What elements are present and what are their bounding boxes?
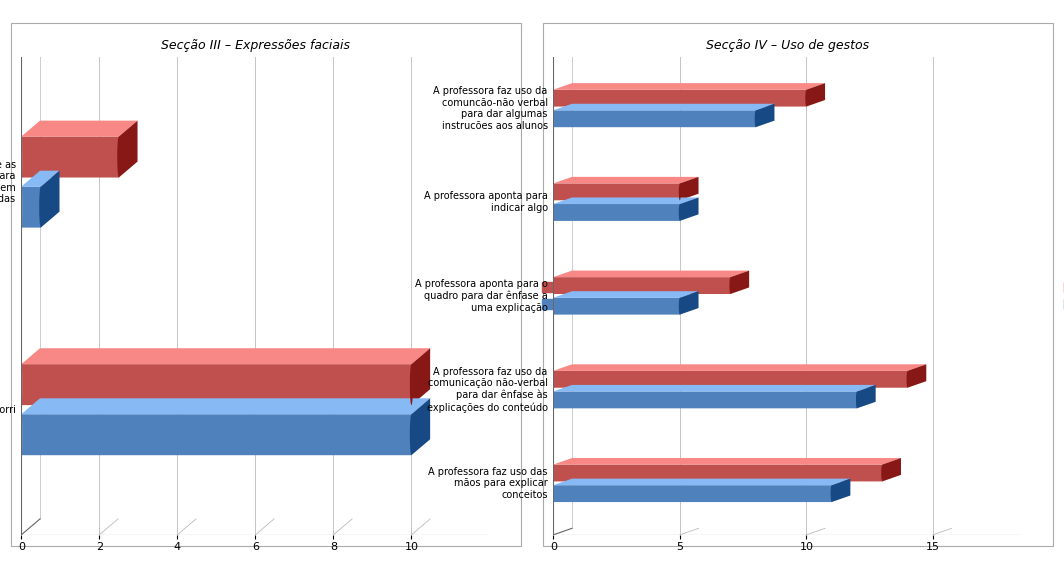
Ellipse shape — [39, 187, 43, 228]
Ellipse shape — [881, 464, 883, 481]
Polygon shape — [730, 271, 749, 294]
Ellipse shape — [831, 485, 833, 502]
FancyBboxPatch shape — [553, 371, 908, 387]
Polygon shape — [680, 197, 699, 221]
Ellipse shape — [552, 464, 554, 481]
FancyBboxPatch shape — [553, 204, 680, 221]
FancyBboxPatch shape — [553, 183, 680, 200]
Ellipse shape — [552, 277, 554, 294]
Polygon shape — [553, 479, 850, 485]
Ellipse shape — [679, 183, 681, 200]
Title: Secção III – Expressões faciais: Secção III – Expressões faciais — [161, 39, 350, 52]
Polygon shape — [882, 458, 901, 481]
Polygon shape — [755, 104, 775, 127]
Polygon shape — [21, 398, 430, 414]
Ellipse shape — [410, 414, 413, 455]
Ellipse shape — [552, 90, 554, 106]
Ellipse shape — [730, 277, 731, 294]
Ellipse shape — [855, 391, 858, 409]
FancyBboxPatch shape — [21, 137, 119, 178]
FancyBboxPatch shape — [553, 298, 680, 315]
Ellipse shape — [117, 137, 120, 178]
Ellipse shape — [907, 371, 909, 387]
FancyBboxPatch shape — [553, 391, 857, 409]
FancyBboxPatch shape — [21, 187, 40, 228]
Polygon shape — [40, 171, 60, 228]
Ellipse shape — [20, 364, 22, 405]
Ellipse shape — [410, 364, 413, 405]
Ellipse shape — [552, 183, 554, 200]
Polygon shape — [553, 364, 927, 371]
Polygon shape — [908, 364, 927, 387]
Ellipse shape — [679, 298, 681, 315]
Polygon shape — [553, 197, 699, 204]
Ellipse shape — [754, 110, 757, 127]
Polygon shape — [680, 291, 699, 315]
Polygon shape — [412, 348, 430, 405]
FancyBboxPatch shape — [553, 485, 832, 502]
FancyBboxPatch shape — [553, 464, 882, 481]
Ellipse shape — [552, 298, 554, 315]
Ellipse shape — [805, 90, 808, 106]
FancyBboxPatch shape — [553, 110, 755, 127]
Polygon shape — [553, 83, 825, 90]
FancyBboxPatch shape — [553, 277, 730, 294]
Polygon shape — [553, 271, 749, 277]
Polygon shape — [119, 121, 137, 178]
FancyBboxPatch shape — [553, 90, 807, 106]
Ellipse shape — [552, 485, 554, 502]
Polygon shape — [832, 479, 850, 502]
Polygon shape — [21, 121, 137, 137]
Polygon shape — [21, 171, 60, 187]
Ellipse shape — [552, 110, 554, 127]
Ellipse shape — [552, 391, 554, 409]
Polygon shape — [553, 385, 876, 391]
Polygon shape — [553, 291, 699, 298]
Polygon shape — [857, 385, 876, 409]
Polygon shape — [680, 177, 699, 200]
Legend: 3º PERÍODO, 2º PERÍODO: 3º PERÍODO, 2º PERÍODO — [542, 282, 631, 310]
FancyBboxPatch shape — [21, 414, 412, 455]
Ellipse shape — [20, 414, 22, 455]
Polygon shape — [553, 177, 699, 183]
Ellipse shape — [552, 371, 554, 387]
Polygon shape — [807, 83, 825, 106]
Title: Secção IV – Uso de gestos: Secção IV – Uso de gestos — [705, 39, 869, 52]
Ellipse shape — [552, 204, 554, 221]
Polygon shape — [553, 104, 775, 110]
Ellipse shape — [20, 137, 22, 178]
FancyBboxPatch shape — [21, 364, 412, 405]
Ellipse shape — [20, 187, 22, 228]
Polygon shape — [412, 398, 430, 455]
Polygon shape — [553, 458, 901, 464]
Ellipse shape — [679, 204, 681, 221]
Polygon shape — [21, 348, 430, 364]
